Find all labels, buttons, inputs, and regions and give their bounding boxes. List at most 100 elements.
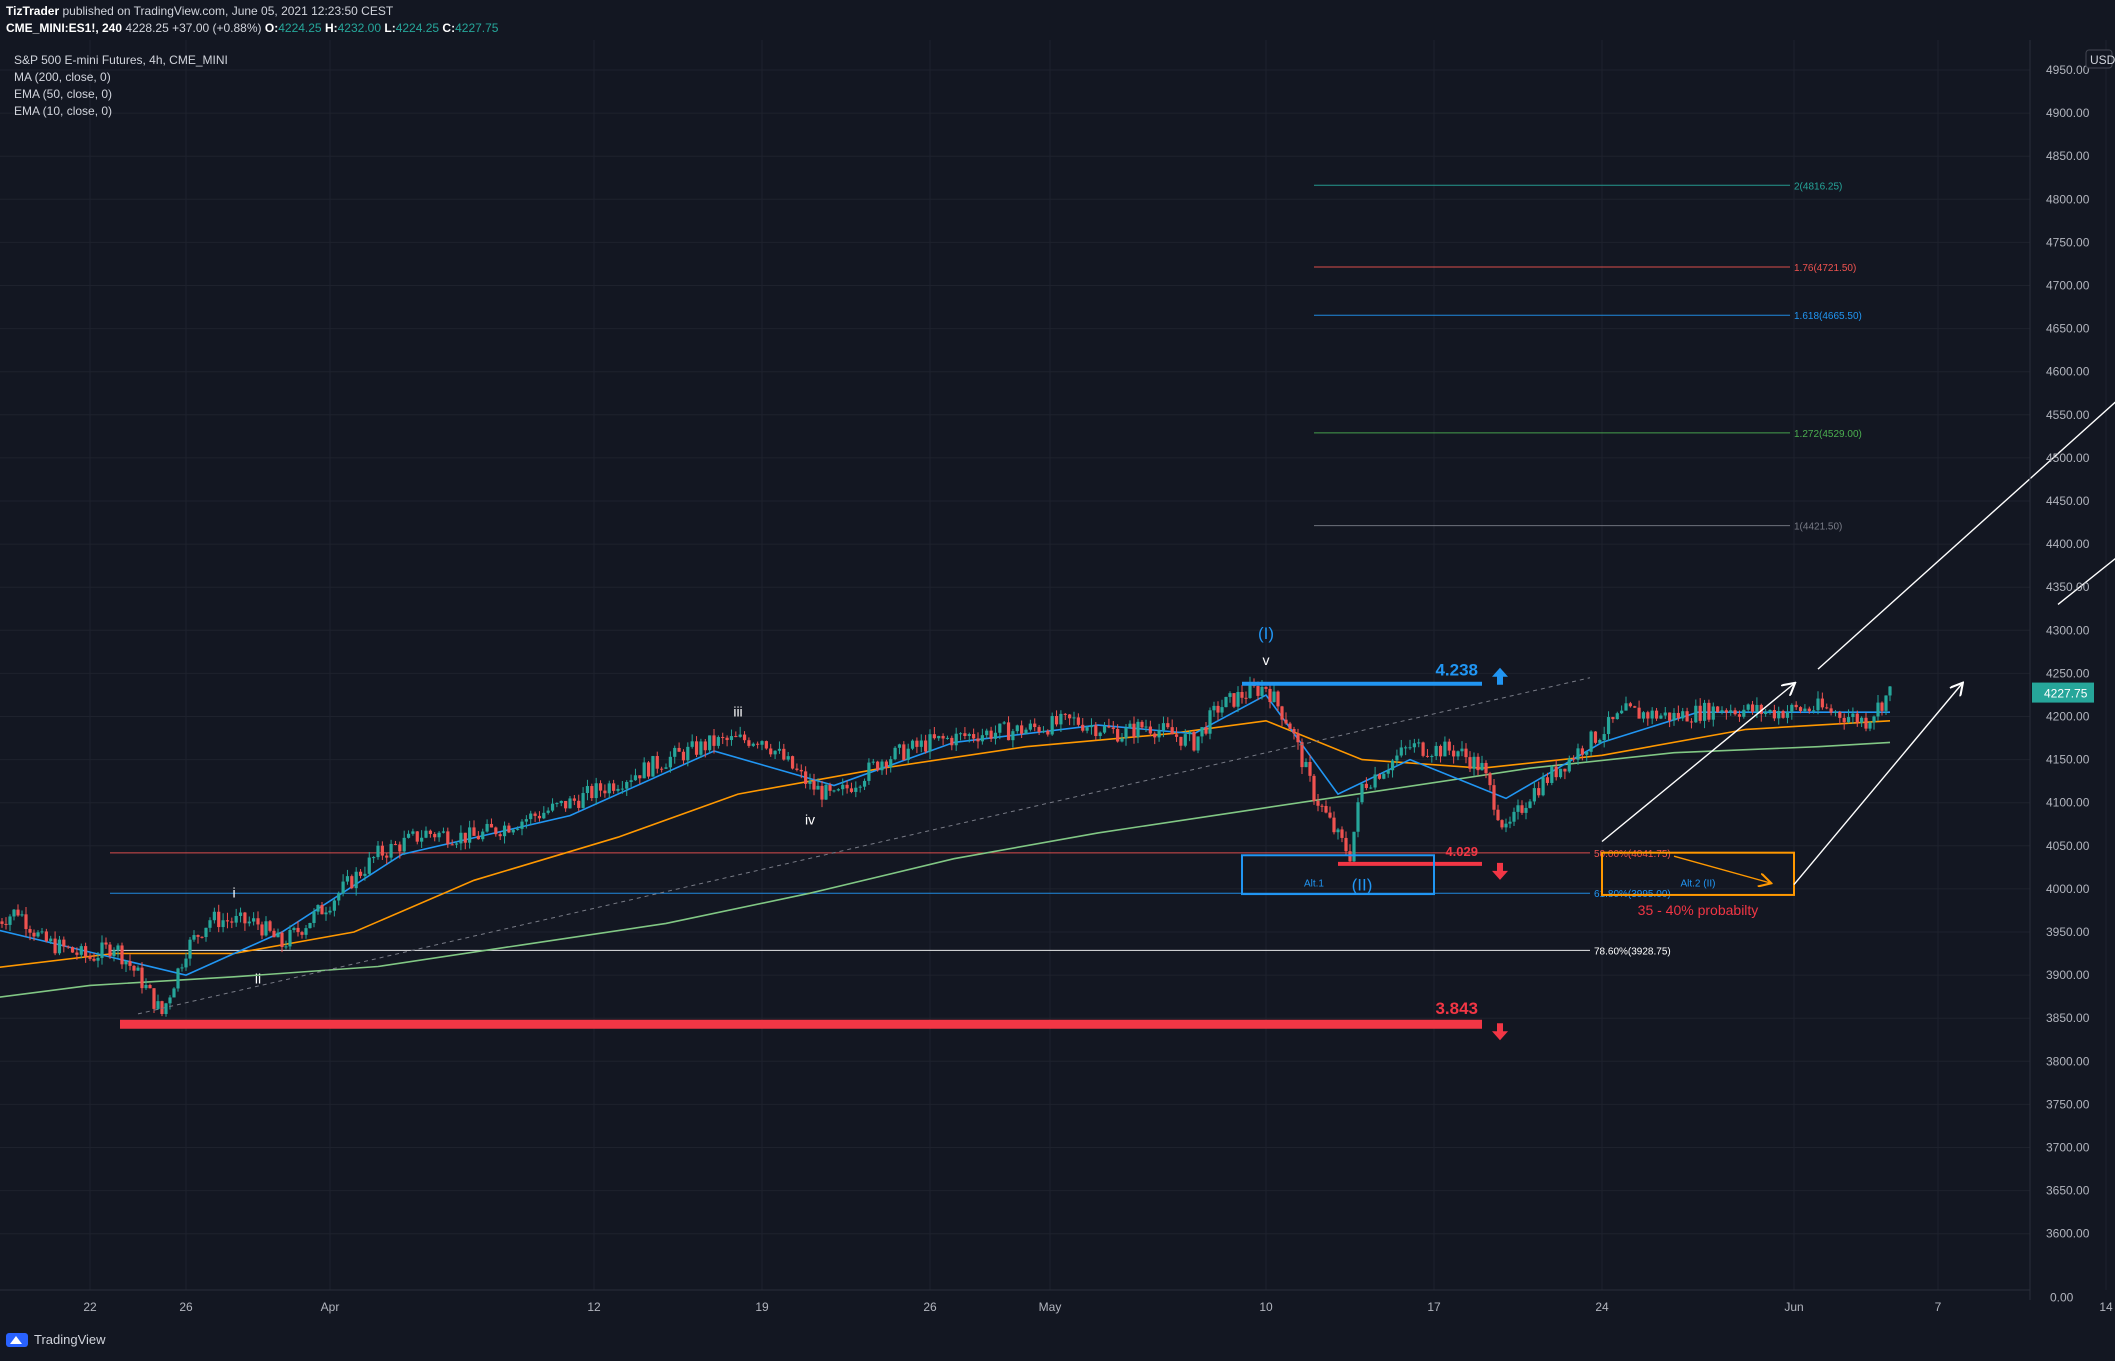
candle-body [268, 921, 272, 931]
candle-body [472, 827, 476, 836]
candle-body [1563, 768, 1567, 772]
candle-body [308, 923, 312, 929]
last-price-tag [2032, 682, 2094, 703]
brand-name: TradingView [34, 1332, 106, 1347]
candle-body [568, 798, 572, 809]
candle-body [1072, 717, 1076, 719]
candle-body [1755, 704, 1759, 712]
candle-body [1430, 756, 1434, 758]
candle-body [1803, 708, 1807, 712]
candle-body [238, 912, 243, 916]
tradingview-logo[interactable]: TradingView [6, 1332, 106, 1347]
candle-body [1781, 710, 1785, 718]
legend-ema10[interactable]: EMA (10, close, 0) [14, 104, 113, 118]
candle-body [958, 733, 963, 735]
candle-body [782, 748, 786, 760]
candle-body [581, 793, 585, 808]
candle-body [1157, 730, 1161, 738]
candles [0, 676, 1892, 1017]
currency-label: USD [2090, 53, 2115, 67]
time-tick-label: 19 [755, 1300, 769, 1314]
candle-body [1790, 704, 1794, 713]
price-tick-label: 3800.00 [2046, 1054, 2090, 1068]
candle-body [906, 748, 910, 760]
candle-body [1484, 762, 1488, 774]
projection-arrow [1817, 401, 2115, 670]
candle-body [638, 775, 642, 779]
candle-body [1280, 706, 1284, 720]
candle-body [1860, 717, 1864, 723]
candle-body [79, 946, 83, 955]
fib-level-label: 1.76(4721.50) [1794, 263, 1856, 274]
candle-body [799, 769, 803, 772]
alt2-arrow [1673, 855, 1770, 883]
candle-body [144, 984, 148, 989]
candle-body [1620, 710, 1624, 714]
candle-body [1872, 716, 1876, 723]
candle-body [876, 761, 880, 771]
candle-body [1107, 726, 1111, 728]
candle-body [148, 984, 152, 989]
time-axis[interactable]: 2226Apr121926May101724Jun7142125Jul12 [0, 1289, 2115, 1314]
candle-body [1580, 748, 1584, 755]
candle-body [328, 910, 332, 913]
legend-ma200[interactable]: MA (200, close, 0) [14, 70, 111, 84]
candle-body [1212, 705, 1216, 711]
candle-body [136, 967, 140, 971]
candle-body [629, 780, 633, 783]
candle-body [1443, 741, 1447, 757]
candle-body [1328, 812, 1332, 818]
tradingview-logo-icon [6, 1332, 28, 1347]
candle-body [1855, 713, 1859, 723]
candle-body [1842, 717, 1846, 723]
candle-body [1452, 750, 1456, 757]
price-tick-label: 4550.00 [2046, 408, 2090, 422]
candle-body [1037, 727, 1041, 733]
candle-body [1598, 739, 1602, 743]
candle-body [849, 788, 854, 792]
candle-body [1772, 710, 1776, 719]
candle-body [607, 783, 611, 794]
candle-body [520, 821, 524, 829]
candle-body [358, 871, 363, 876]
candle-body [28, 929, 32, 933]
candle-body [1216, 705, 1220, 713]
candle-body [96, 957, 100, 961]
candle-body [854, 787, 858, 792]
candle-body [1589, 731, 1593, 752]
candle-body [824, 784, 828, 800]
candle-body [646, 762, 651, 777]
candle-body [1288, 723, 1292, 729]
price-tick-label: 4900.00 [2046, 106, 2090, 120]
price-tick-label: 3750.00 [2046, 1097, 2090, 1111]
candle-body [0, 921, 4, 924]
price-axis[interactable]: 4950.00 4900.00 4850.00 4800.00 4750.00 4700.… [2029, 40, 2115, 1305]
candle-body [180, 967, 184, 969]
candle-body [559, 800, 563, 804]
candle-body [712, 735, 716, 746]
candle-body [1707, 702, 1711, 720]
candle-body [1528, 801, 1532, 808]
candle-body [836, 789, 840, 791]
ema50-line [0, 719, 1891, 969]
candle-body [808, 780, 812, 784]
candle-body [176, 968, 180, 989]
candle-body [53, 938, 57, 954]
candle-body [230, 921, 234, 923]
low-value: 4224.25 [395, 21, 440, 35]
candle-body [577, 800, 581, 808]
candle-body [304, 928, 308, 935]
candle-body [1628, 703, 1632, 707]
candle-body [1480, 762, 1484, 771]
legend-title[interactable]: S&P 500 E-mini Futures, 4h, CME_MINI [14, 53, 228, 67]
author-name[interactable]: TizTrader [6, 4, 60, 18]
candle-body [1312, 775, 1316, 801]
candle-body [625, 782, 629, 789]
symbol-info: CME_MINI:ES1!, 240 4228.25 +37.00 (+0.88… [6, 21, 498, 35]
price-tick-label: 4400.00 [2046, 537, 2090, 551]
legend-ema50[interactable]: EMA (50, close, 0) [14, 87, 113, 101]
candle-body [1161, 723, 1166, 731]
candle-body [694, 741, 699, 755]
candle-body [889, 759, 893, 768]
